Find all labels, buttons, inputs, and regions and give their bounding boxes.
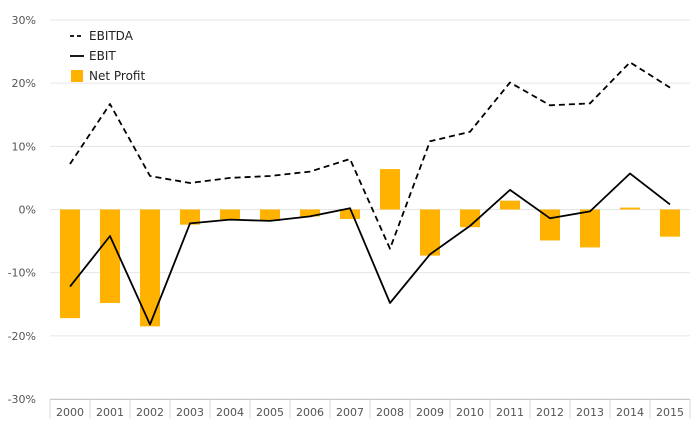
- y-tick-label: 30%: [12, 14, 36, 27]
- axes: [49, 399, 691, 419]
- x-tick-label: 2006: [296, 406, 324, 419]
- y-tick-label: -10%: [8, 267, 36, 280]
- net-profit-bar: [260, 209, 280, 221]
- legend: EBITDA EBIT Net Profit: [70, 29, 145, 83]
- net-profit-bar: [420, 209, 440, 256]
- series-lines: [69, 61, 671, 326]
- net-profit-bar: [460, 209, 480, 228]
- x-tick-label: 2015: [656, 406, 684, 419]
- net-profit-bar: [60, 209, 80, 319]
- net-profit-bar: [220, 209, 240, 220]
- net-profit-bar: [660, 209, 680, 237]
- legend-label-net-profit: Net Profit: [89, 69, 145, 83]
- legend-label-ebitda: EBITDA: [89, 29, 134, 43]
- net-profit-bar: [580, 209, 600, 248]
- x-axis-tick-labels: 2000 2001 2002 2003 2004 2005 2006 2007 2008 2009…: [56, 406, 684, 419]
- net-profit-bar: [300, 209, 320, 217]
- y-tick-label: 0%: [19, 204, 36, 217]
- net-profit-bar: [180, 209, 200, 225]
- x-tick-label: 2007: [336, 406, 364, 419]
- ebitda-line: [69, 61, 671, 250]
- x-tick-label: 2002: [136, 406, 164, 419]
- net-profit-bar: [340, 209, 360, 219]
- ebit-line: [69, 172, 671, 326]
- y-tick-label: -30%: [8, 393, 36, 406]
- x-tick-label: 2001: [96, 406, 124, 419]
- x-tick-label: 2010: [456, 406, 484, 419]
- x-tick-label: 2013: [576, 406, 604, 419]
- net-profit-bar: [620, 207, 640, 210]
- net-profit-bar: [100, 209, 120, 303]
- legend-swatch-net-profit: [71, 70, 83, 82]
- y-tick-label: 10%: [12, 140, 36, 153]
- y-tick-label: 20%: [12, 77, 36, 90]
- net-profit-bar: [500, 200, 520, 210]
- x-tick-label: 2009: [416, 406, 444, 419]
- x-tick-label: 2003: [176, 406, 204, 419]
- x-tick-label: 2014: [616, 406, 644, 419]
- x-tick-label: 2012: [536, 406, 564, 419]
- net-profit-bars: [60, 169, 680, 327]
- legend-label-ebit: EBIT: [89, 49, 116, 63]
- x-tick-label: 2011: [496, 406, 524, 419]
- x-tick-label: 2000: [56, 406, 84, 419]
- x-tick-label: 2005: [256, 406, 284, 419]
- x-tick-label: 2004: [216, 406, 244, 419]
- net-profit-bar: [140, 209, 160, 327]
- y-tick-label: -20%: [8, 330, 36, 343]
- x-tick-label: 2008: [376, 406, 404, 419]
- net-profit-bar: [380, 169, 400, 210]
- y-axis-tick-labels: 30% 20% 10% 0% -10% -20% -30%: [8, 14, 36, 406]
